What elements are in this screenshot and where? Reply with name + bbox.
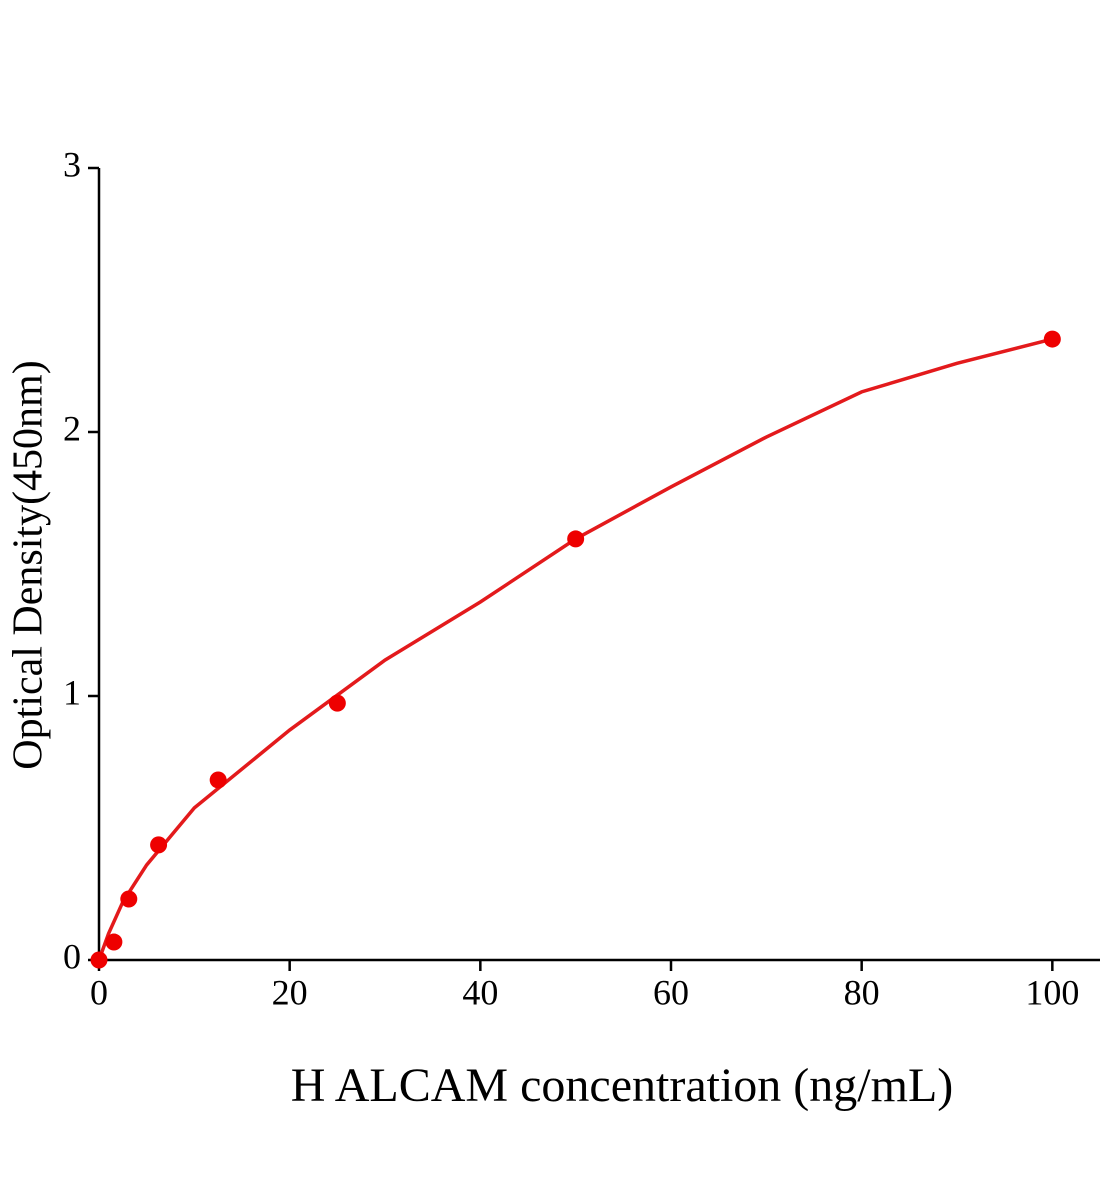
data-point — [1043, 330, 1061, 348]
data-point — [120, 890, 138, 908]
fit-curve — [97, 337, 1053, 961]
x-axis-title: H ALCAM concentration (ng/mL) — [291, 1059, 954, 1112]
y-axis-title: Optical Density(450nm) — [6, 360, 52, 769]
y-tick-label: 2 — [63, 408, 81, 448]
x-tick-label: 0 — [90, 972, 108, 1012]
data-point — [567, 530, 585, 548]
y-tick-label: 1 — [63, 672, 81, 712]
x-tick-label: 80 — [844, 972, 880, 1012]
x-tick-label: 60 — [653, 972, 689, 1012]
x-tick-label: 100 — [1025, 972, 1079, 1012]
x-tick-label: 20 — [272, 972, 308, 1012]
data-point — [105, 933, 123, 951]
data-point — [90, 951, 108, 969]
data-point — [328, 694, 346, 712]
y-tick-label: 3 — [63, 144, 81, 184]
data-point — [150, 836, 168, 854]
x-tick-label: 40 — [462, 972, 498, 1012]
y-tick-label: 0 — [63, 936, 81, 976]
data-point — [209, 771, 227, 789]
